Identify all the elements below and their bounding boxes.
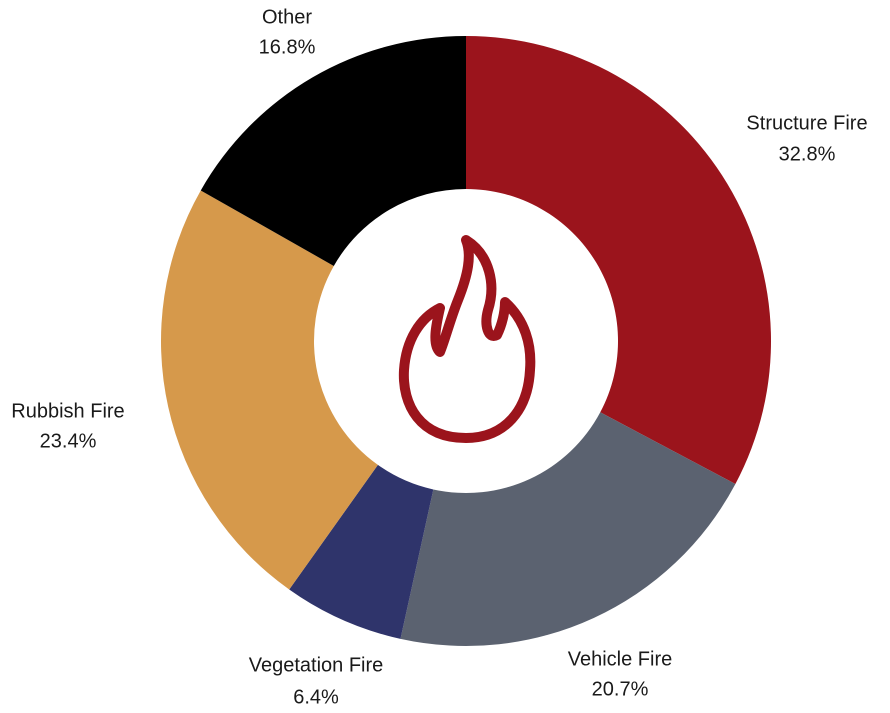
slice bbox=[289, 464, 434, 639]
slice-value-label: 6.4% bbox=[293, 686, 339, 708]
slice-value-label: 16.8% bbox=[259, 36, 316, 58]
flame-icon bbox=[398, 235, 536, 443]
slice-label: Structure Fire bbox=[746, 112, 867, 134]
slice-value-label: 32.8% bbox=[779, 143, 836, 165]
slice-value-label: 20.7% bbox=[592, 678, 649, 700]
slice bbox=[200, 36, 467, 266]
slice-value-label: 23.4% bbox=[40, 430, 97, 452]
slice-label: Vegetation Fire bbox=[249, 654, 384, 676]
slice-label: Other bbox=[262, 6, 312, 28]
slice bbox=[466, 36, 771, 485]
slices bbox=[161, 36, 771, 646]
slice-label: Rubbish Fire bbox=[11, 400, 124, 422]
slice bbox=[161, 190, 378, 590]
slice-label: Vehicle Fire bbox=[568, 648, 673, 670]
slice bbox=[400, 412, 736, 646]
